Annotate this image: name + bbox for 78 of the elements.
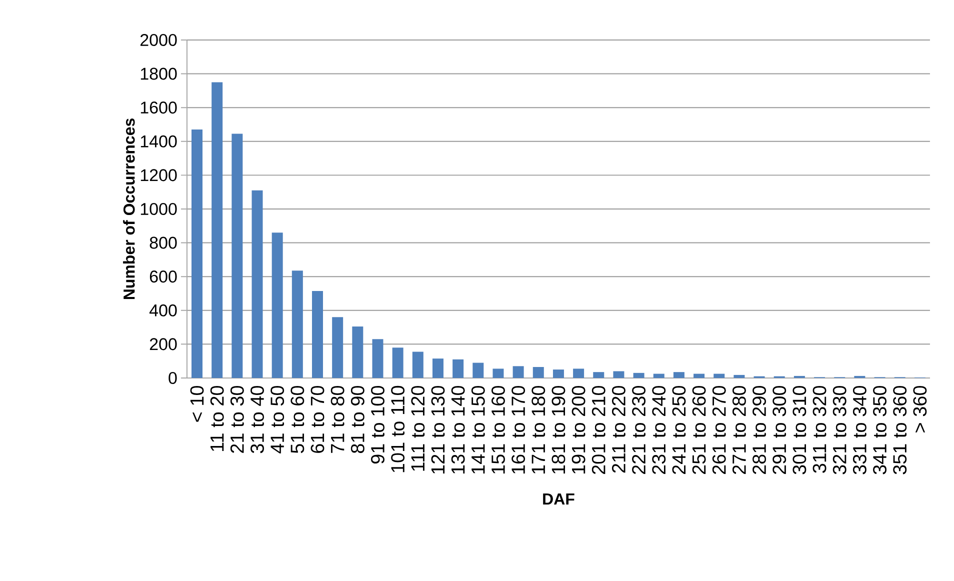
x-tick-label: 11 to 20 (210, 386, 224, 451)
x-tick-label: 341 to 350 (873, 386, 886, 474)
x-tick-label: 161 to 170 (512, 386, 526, 474)
x-tick-label: 221 to 230 (632, 386, 646, 474)
x-tick-label: 251 to 260 (692, 386, 706, 474)
x-tick-label: 301 to 310 (792, 386, 806, 474)
bar (673, 372, 684, 378)
x-tick-label: 271 to 280 (732, 386, 746, 474)
y-tick-label: 2000 (140, 34, 177, 46)
y-tick-label: 200 (150, 338, 177, 350)
bar (192, 130, 203, 378)
x-tick-label: 21 to 30 (230, 386, 244, 453)
x-tick-label: 81 to 90 (350, 386, 364, 454)
x-tick-label: 71 to 80 (330, 386, 344, 453)
bar (372, 339, 384, 378)
x-tick-label: > 360 (913, 386, 927, 432)
bar (432, 358, 444, 378)
x-tick-label: 181 to 190 (552, 386, 566, 474)
x-tick-label: 211 to 220 (612, 386, 626, 473)
x-tick-label: 151 to 160 (492, 386, 505, 474)
x-tick-label: 241 to 250 (672, 386, 686, 474)
x-tick-label: 311 to 320 (812, 386, 826, 473)
y-tick-label: 0 (168, 372, 177, 384)
x-tick-label: 321 to 330 (832, 386, 846, 474)
bar (232, 134, 243, 378)
bar (332, 317, 344, 378)
bar (272, 232, 283, 378)
bar (352, 326, 364, 378)
x-tick-label: 171 to 180 (532, 386, 546, 474)
bar (472, 362, 484, 378)
x-axis-title: DAF (543, 494, 574, 505)
y-tick-label: 400 (149, 304, 177, 316)
x-tick-label: 201 to 210 (592, 386, 606, 474)
bar (292, 270, 303, 378)
x-tick-label: 51 to 60 (290, 386, 304, 454)
bar (613, 371, 624, 378)
x-tick-label: 261 to 270 (712, 386, 726, 474)
x-tick-label: 121 to 130 (431, 386, 445, 474)
y-tick-label: 1200 (140, 169, 177, 182)
y-axis-title: Number of Occurrences (123, 118, 135, 300)
x-tick-label: 331 to 340 (852, 386, 866, 474)
y-tick-label: 1600 (140, 102, 177, 114)
x-tick-label: 191 to 200 (572, 386, 586, 474)
bar (512, 366, 524, 378)
bar (492, 368, 504, 378)
bar (593, 372, 604, 378)
x-tick-label: 61 to 70 (310, 386, 324, 453)
x-tick-label: 231 to 240 (652, 386, 666, 474)
x-tick-label: 141 to 150 (471, 386, 485, 474)
bar (633, 372, 644, 378)
x-tick-label: 291 to 300 (772, 386, 786, 474)
bar (312, 290, 323, 378)
x-tick-label: 281 to 290 (752, 386, 766, 474)
y-tick-label: 1000 (140, 202, 177, 216)
bar (452, 359, 464, 378)
x-tick-label: 41 to 50 (270, 386, 284, 454)
x-tick-label: 91 to 100 (371, 386, 384, 464)
y-tick-label: 1400 (140, 135, 177, 148)
bar (532, 367, 544, 378)
bar (694, 374, 705, 378)
y-tick-label: 1800 (140, 68, 177, 80)
bar (412, 352, 424, 378)
x-tick-label: 131 to 140 (451, 386, 465, 474)
bar (734, 374, 745, 378)
bar (653, 374, 664, 378)
bar (714, 374, 725, 378)
x-tick-label: 351 to 360 (893, 386, 907, 474)
y-tick-label: 600 (150, 270, 177, 283)
bar (252, 190, 263, 378)
x-tick-label: 101 to 110 (391, 386, 405, 472)
x-tick-label: 111 to 120 (411, 386, 425, 471)
y-tick-label: 800 (150, 236, 177, 249)
bar (573, 368, 584, 378)
bar (212, 82, 223, 378)
x-tick-label: 31 to 40 (250, 386, 264, 454)
x-tick-label: < 10 (190, 386, 204, 422)
bar (552, 370, 564, 378)
bar (392, 348, 404, 378)
